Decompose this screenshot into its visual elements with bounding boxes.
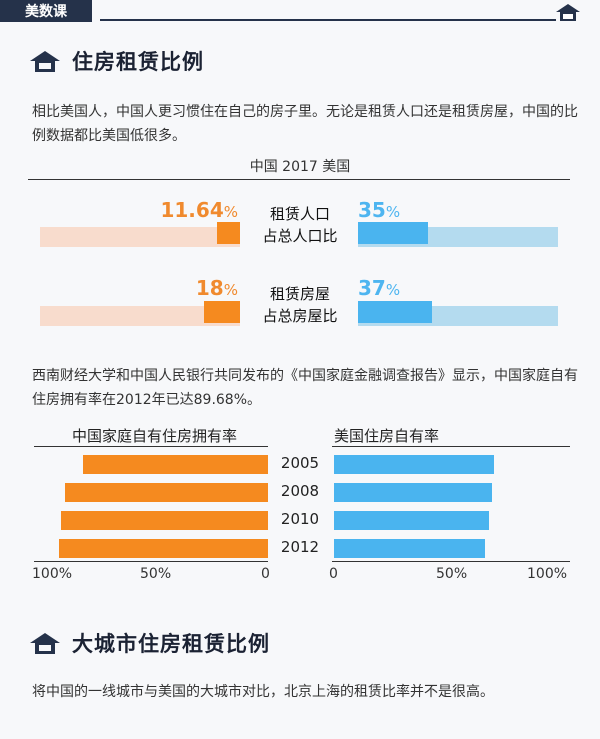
usa-ownership-bar: [334, 455, 495, 474]
category-label-line2: 占总人口比: [262, 227, 338, 245]
category-label: 租赁人口 占总人口比: [240, 203, 360, 247]
intro-paragraph: 相比美国人，中国人更习惯住在自己的房子里。无论是租赁人口还是租赁房屋，中国的比例…: [32, 104, 578, 144]
china-panel-title: 中国家庭自有住房拥有率: [72, 427, 238, 445]
usa-x-axis: [332, 561, 570, 562]
usa-value-bar: [358, 222, 428, 244]
china-value-number: 11.64: [160, 198, 224, 222]
percent-sign: %: [385, 281, 401, 299]
china-value-bar: [216, 222, 240, 244]
china-x-axis: [34, 561, 268, 562]
usa-ownership-bar: [334, 483, 492, 502]
usa-ownership-bar: [334, 539, 485, 558]
section-header: 住房租赁比例: [28, 46, 204, 76]
x-tick-label: 0: [261, 566, 270, 582]
usa-value-number: 37: [358, 276, 386, 300]
percent-sign: %: [223, 281, 238, 299]
x-tick-label: 100%: [32, 566, 73, 582]
usa-value-bar: [358, 301, 432, 323]
house-icon: [556, 4, 580, 21]
city-paragraph: 将中国的一线城市与美国的大城市对比，北京上海的租赁比率并不是很高。: [32, 684, 494, 700]
usa-panel-title: 美国住房自有率: [334, 427, 440, 445]
year-label: 2012: [280, 538, 320, 556]
percent-sign: %: [385, 203, 401, 221]
china-value-label: 11.64%: [160, 199, 238, 223]
header-tab: 美数课: [0, 0, 92, 22]
legend-rule: [28, 179, 570, 180]
section-title: 住房租赁比例: [72, 50, 204, 74]
china-value-label: 18%: [196, 277, 238, 301]
chart-legend: 中国 2017 美国: [249, 159, 351, 175]
category-label: 租赁房屋 占总房屋比: [240, 283, 360, 327]
china-value-bar: [204, 301, 240, 323]
x-tick-label: 50%: [140, 566, 172, 582]
year-label: 2010: [280, 510, 320, 528]
report-paragraph: 西南财经大学和中国人民银行共同发布的《中国家庭金融调查报告》显示，中国家庭自有住…: [32, 368, 578, 408]
china-panel-rule: [34, 446, 268, 447]
usa-value-label: 37%: [358, 277, 400, 301]
header-rule: [100, 19, 556, 21]
house-icon: [30, 633, 60, 654]
china-ownership-bar: [82, 455, 268, 474]
china-ownership-bar: [65, 483, 268, 502]
section-header: 大城市住房租赁比例: [28, 628, 270, 658]
usa-panel-rule: [332, 446, 570, 447]
usa-value-number: 35: [358, 198, 386, 222]
china-ownership-bar: [60, 511, 268, 530]
usa-ownership-bar: [334, 511, 490, 530]
usa-value-label: 35%: [358, 199, 400, 223]
china-track-bar: [40, 227, 240, 247]
category-label-line2: 占总房屋比: [262, 307, 338, 325]
category-label-line1: 租赁人口: [269, 205, 330, 223]
year-label: 2005: [280, 454, 320, 472]
section-title: 大城市住房租赁比例: [72, 632, 270, 656]
percent-sign: %: [223, 203, 238, 221]
x-tick-label: 0: [329, 566, 338, 582]
house-icon: [30, 51, 60, 72]
china-ownership-bar: [58, 539, 268, 558]
x-tick-label: 50%: [436, 566, 468, 582]
china-track-bar: [40, 306, 240, 326]
china-value-number: 18: [195, 276, 224, 300]
year-label: 2008: [280, 482, 320, 500]
x-tick-label: 100%: [527, 566, 568, 582]
category-label-line1: 租赁房屋: [269, 285, 330, 303]
header-tab-label: 美数课: [25, 4, 67, 20]
